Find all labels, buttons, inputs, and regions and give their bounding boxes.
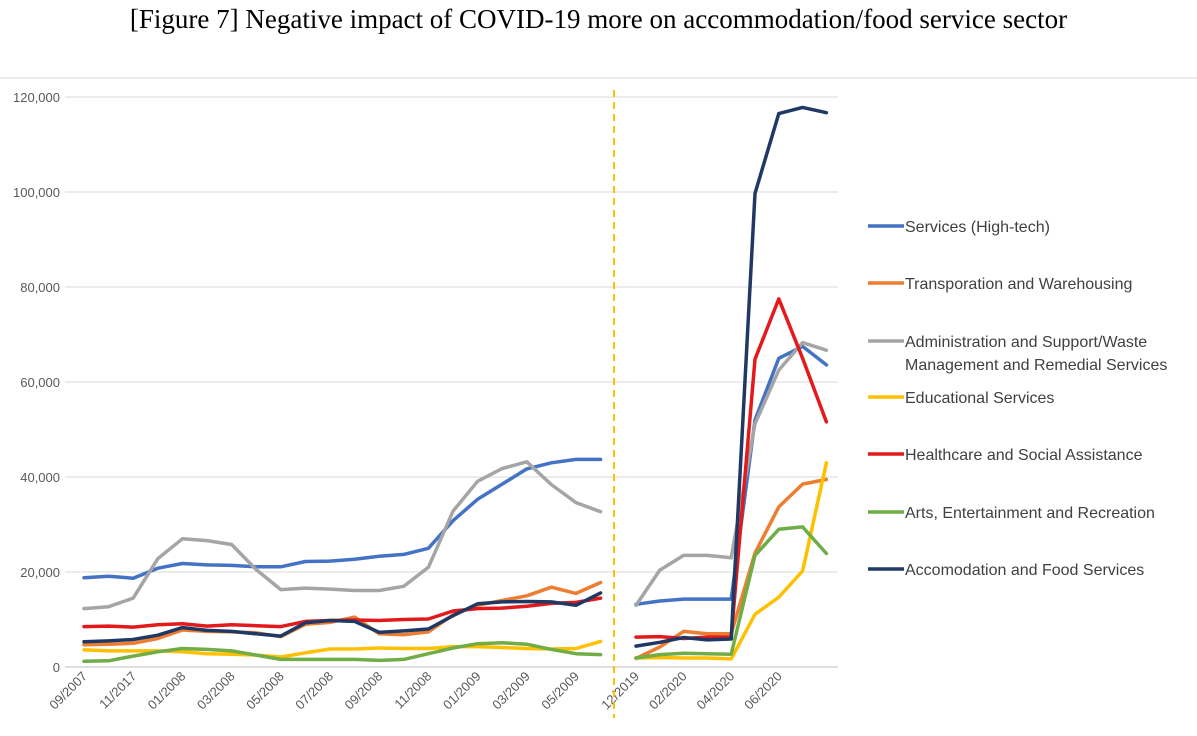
x-tick-label: 11/2008	[391, 669, 434, 712]
x-tick-label: 01/2008	[145, 669, 189, 713]
series-line-period2	[634, 525, 829, 660]
x-tick-label: 01/2009	[440, 669, 484, 713]
x-tick-label: 02/2020	[646, 669, 690, 713]
x-axis-ticks: 09/2007 11/2017 01/2008 03/2008 05/2008 07/20…	[46, 669, 785, 713]
legend-label: Arts, Entertainment and Recreation	[905, 505, 1155, 522]
x-tick-label: 09/2008	[341, 669, 385, 713]
legend-label: Administration and Support/Waste Manageme…	[905, 334, 1167, 374]
y-tick-label: 60,000	[20, 375, 60, 390]
x-tick-label: 05/2009	[538, 669, 582, 713]
y-tick-label: 20,000	[20, 565, 60, 580]
series-line-period1	[82, 457, 603, 580]
x-tick-label: 06/2020	[741, 669, 785, 713]
legend-label: Educational Services	[905, 390, 1054, 407]
series-line-period1	[82, 460, 603, 611]
series-lines	[82, 105, 829, 664]
y-tick-label: 0	[53, 660, 60, 675]
x-tick-label: 03/2008	[194, 669, 238, 713]
y-axis-ticks: 0 20,000 40,000 60,000 80,000 100,000 120,000	[13, 90, 60, 675]
x-tick-label: 05/2008	[243, 669, 287, 713]
series-line-period1	[82, 641, 603, 664]
x-tick-label: 12/2019	[598, 669, 642, 713]
x-tick-label: 04/2020	[693, 669, 737, 713]
x-tick-label: 11/2017	[96, 669, 139, 712]
chart-title: [Figure 7] Negative impact of COVID-19 m…	[129, 4, 1068, 34]
legend: Services (High-tech) Transporation and Wa…	[868, 219, 1167, 579]
series-line-period2	[634, 105, 829, 648]
legend-label: Accomodation and Food Services	[905, 562, 1144, 579]
legend-label: Services (High-tech)	[905, 219, 1050, 236]
series-line-period1	[82, 591, 603, 644]
legend-label: Healthcare and Social Assistance	[905, 447, 1143, 464]
x-tick-label: 09/2007	[46, 669, 90, 713]
series-line-period2	[634, 340, 829, 608]
x-tick-label: 07/2008	[292, 669, 336, 713]
x-tick-label: 03/2009	[489, 669, 533, 713]
legend-label: Transporation and Warehousing	[905, 276, 1132, 293]
y-tick-label: 80,000	[20, 280, 60, 295]
y-tick-label: 40,000	[20, 470, 60, 485]
y-tick-label: 100,000	[13, 185, 60, 200]
grid-lines	[65, 96, 838, 668]
y-tick-label: 120,000	[13, 90, 60, 105]
series-line-period2	[634, 461, 829, 661]
